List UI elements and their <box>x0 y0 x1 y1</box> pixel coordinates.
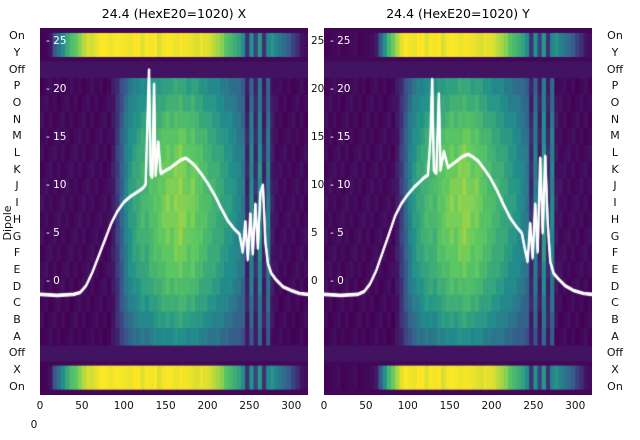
row-label-right: J <box>613 179 617 193</box>
x-tick-label: 0 <box>36 400 44 412</box>
row-label-right: B <box>611 312 619 326</box>
corner-tick-label: 0 <box>30 419 38 431</box>
row-label-left: M <box>12 129 22 143</box>
row-label-left: Off <box>8 62 26 76</box>
gap-tick-label: 0 <box>311 275 318 287</box>
x-tick-label: 250 <box>523 400 544 412</box>
value-tick-label: - 15 <box>46 131 67 143</box>
value-tick-label: - 10 <box>330 179 351 191</box>
row-label-left: J <box>15 179 19 193</box>
row-label-left: O <box>12 96 22 110</box>
row-label-right: L <box>611 146 619 160</box>
value-tick-label: - 0 <box>46 275 60 287</box>
row-label-left: E <box>13 262 21 276</box>
x-tick-label: 0 <box>320 400 328 412</box>
value-tick-label: - 15 <box>330 131 351 143</box>
gap-tick-label: 20 <box>311 83 325 95</box>
row-label-right: K <box>611 162 619 176</box>
row-label-right: M <box>610 129 620 143</box>
row-label-left: G <box>12 229 22 243</box>
row-label-right: On <box>607 29 623 43</box>
row-label-right: E <box>611 262 619 276</box>
row-label-right: On <box>607 379 623 393</box>
row-label-left: X <box>13 362 21 376</box>
gap-tick-label: 10 <box>311 179 325 191</box>
x-tick-label: 300 <box>565 400 586 412</box>
value-tick-label: - 20 <box>46 83 67 95</box>
row-label-right: H <box>610 212 620 226</box>
heatmap-x-canvas <box>40 28 308 395</box>
row-label-right: G <box>610 229 620 243</box>
row-label-left: On <box>9 379 25 393</box>
row-label-right: O <box>610 96 620 110</box>
row-label-right: X <box>611 362 619 376</box>
x-tick-label: 300 <box>281 400 302 412</box>
x-tick-label: 200 <box>197 400 218 412</box>
row-label-left: C <box>13 296 21 310</box>
row-label-right: D <box>610 279 620 293</box>
row-label-right: N <box>610 112 620 126</box>
x-tick-label: 50 <box>75 400 89 412</box>
row-label-right: A <box>611 329 619 343</box>
row-label-left: L <box>13 146 21 160</box>
x-tick-label: 100 <box>113 400 134 412</box>
row-label-right: Off <box>606 346 624 360</box>
x-tick-label: 200 <box>481 400 502 412</box>
row-label-left: I <box>15 196 19 210</box>
heatmap-y-canvas <box>324 28 592 395</box>
row-label-right: Y <box>611 46 619 60</box>
row-label-right: I <box>613 196 617 210</box>
gap-tick-label: 25 <box>311 35 325 47</box>
value-tick-label: - 5 <box>46 227 60 239</box>
row-label-right: F <box>611 246 619 260</box>
value-tick-label: - 25 <box>330 35 351 47</box>
row-label-left: Off <box>8 346 26 360</box>
row-label-right: C <box>611 296 619 310</box>
row-label-left: K <box>13 162 21 176</box>
row-label-left: Y <box>13 46 21 60</box>
row-label-right: Off <box>606 62 624 76</box>
value-tick-label: - 5 <box>330 227 344 239</box>
row-label-left: P <box>13 79 21 93</box>
row-label-left: A <box>13 329 21 343</box>
gap-tick-label: 15 <box>311 131 325 143</box>
row-label-left: H <box>12 212 22 226</box>
plot-title-x: 24.4 (HexE20=1020) X <box>101 6 247 21</box>
x-tick-label: 50 <box>359 400 373 412</box>
plot-title-y: 24.4 (HexE20=1020) Y <box>386 6 530 21</box>
x-tick-label: 100 <box>397 400 418 412</box>
row-label-left: On <box>9 29 25 43</box>
value-tick-label: - 25 <box>46 35 67 47</box>
row-label-right: P <box>611 79 619 93</box>
x-tick-label: 250 <box>239 400 260 412</box>
row-label-left: B <box>13 312 21 326</box>
row-label-left: F <box>13 246 21 260</box>
row-label-left: D <box>12 279 22 293</box>
x-tick-label: 150 <box>439 400 460 412</box>
value-tick-label: - 20 <box>330 83 351 95</box>
value-tick-label: - 0 <box>330 275 344 287</box>
gap-tick-label: 5 <box>311 227 318 239</box>
value-tick-label: - 10 <box>46 179 67 191</box>
x-tick-label: 150 <box>155 400 176 412</box>
row-label-left: N <box>12 112 22 126</box>
